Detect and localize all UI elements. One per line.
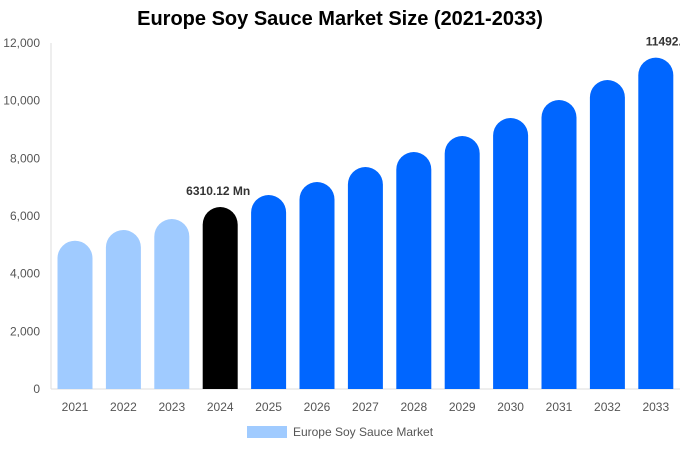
y-tick-label: 0 [33, 382, 40, 396]
x-tick-label: 2026 [304, 400, 331, 414]
y-tick-label: 6,000 [10, 209, 40, 223]
bar-2033 [638, 57, 674, 389]
data-label-2033: 11492.33 Mn [646, 35, 680, 49]
x-tick-label: 2022 [110, 400, 137, 414]
bar-2025 [251, 195, 287, 389]
x-tick-label: 2024 [207, 400, 234, 414]
chart-title: Europe Soy Sauce Market Size (2021-2033) [137, 8, 543, 30]
bar-2026 [299, 182, 335, 389]
x-tick-label: 2031 [546, 400, 573, 414]
bar-2027 [347, 166, 383, 389]
x-tick-label: 2023 [158, 400, 185, 414]
data-label-2024: 6310.12 Mn [186, 184, 250, 198]
bar-2022 [105, 230, 141, 389]
x-tick-label: 2025 [255, 400, 282, 414]
bar-2028 [396, 151, 432, 389]
bar-2031 [541, 100, 577, 390]
bar-2021 [57, 240, 93, 389]
y-tick-label: 12,000 [3, 36, 40, 50]
y-tick-label: 10,000 [3, 94, 40, 108]
bar-2024 [202, 207, 238, 389]
bar-2029 [444, 135, 480, 389]
bar-2032 [589, 79, 625, 389]
bar-2023 [154, 218, 190, 389]
x-tick-label: 2021 [62, 400, 89, 414]
x-tick-label: 2032 [594, 400, 621, 414]
bar-2030 [493, 118, 529, 390]
y-tick-label: 4,000 [10, 267, 40, 281]
legend-swatch [246, 426, 287, 438]
x-tick-label: 2029 [449, 400, 476, 414]
x-tick-label: 2028 [400, 400, 427, 414]
legend: Europe Soy Sauce Market [0, 425, 680, 439]
y-tick-label: 2,000 [10, 324, 40, 338]
y-tick-label: 8,000 [10, 151, 40, 165]
x-tick-label: 2033 [642, 400, 669, 414]
x-tick-label: 2030 [497, 400, 524, 414]
legend-label: Europe Soy Sauce Market [292, 425, 434, 439]
x-tick-label: 2027 [352, 400, 379, 414]
